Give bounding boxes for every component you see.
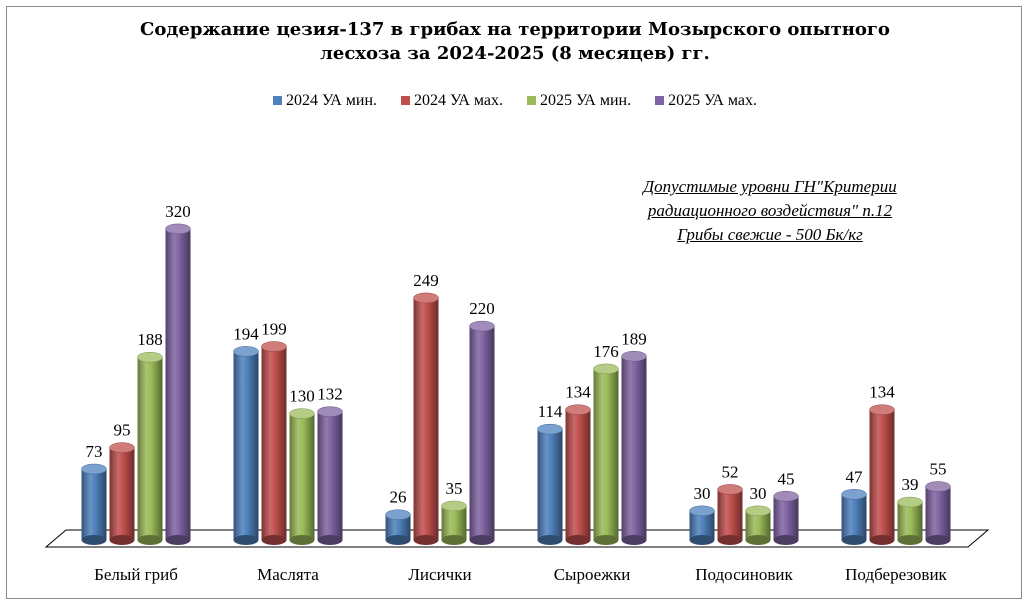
note-line-1: Допустимые уровни ГН"Критерии [643, 177, 897, 196]
data-label: 132 [317, 385, 343, 404]
category-label: Подосиновик [695, 565, 793, 584]
bar [261, 341, 287, 545]
data-label: 26 [390, 488, 407, 507]
legend-label-2: 2024 УА мах. [414, 92, 503, 109]
chart-title: Содержание цезия-137 в грибах на террито… [0, 18, 1030, 66]
category-label: Белый гриб [94, 565, 178, 584]
category-label: Маслята [257, 565, 319, 584]
bar [413, 292, 439, 545]
legend-item-4: 2025 УА мах. [655, 92, 757, 110]
bar [233, 346, 259, 545]
category-label: Сыроежки [554, 565, 631, 584]
data-label: 134 [869, 383, 895, 402]
data-label: 30 [694, 484, 711, 503]
legend-item-1: 2024 УА мин. [272, 92, 378, 110]
bar [621, 351, 647, 545]
bar [745, 505, 771, 545]
data-label: 95 [114, 421, 131, 440]
bar [897, 496, 923, 545]
bar [385, 509, 411, 545]
bar [537, 423, 563, 545]
chart-title-line-1: Содержание цезия-137 в грибах на террито… [140, 19, 890, 40]
legend-swatch-3 [527, 96, 536, 105]
bar-group-1: 73 95 188 320 [81, 202, 191, 545]
permissible-levels-note: Допустимые уровни ГН"Критерии радиационн… [560, 175, 980, 247]
chart-title-line-2: лесхоза за 2024-2025 (8 месяцев) гг. [320, 43, 710, 64]
data-label: 73 [86, 442, 103, 461]
bar [289, 408, 315, 545]
bar [565, 404, 591, 545]
data-label: 320 [165, 202, 191, 221]
data-label: 176 [593, 342, 619, 361]
legend-swatch-1 [272, 96, 282, 105]
category-label: Подберезовик [845, 565, 947, 584]
bar [469, 320, 495, 545]
legend-item-2: 2024 УА мах. [401, 92, 503, 110]
data-label: 114 [538, 402, 563, 421]
bar-group-3: 26 249 35 220 [385, 271, 495, 545]
bar [165, 223, 191, 545]
bar [137, 351, 163, 545]
data-label: 220 [469, 299, 495, 318]
bar [925, 481, 951, 545]
data-label: 194 [233, 324, 259, 343]
data-label: 188 [137, 330, 163, 349]
legend-label-1: 2024 УА мин. [285, 92, 378, 109]
bar-group-6: 47 134 39 55 [841, 383, 951, 545]
bar [593, 363, 619, 545]
chart-legend: 2024 УА мин. 2024 УА мах. 2025 УА мин. 2… [0, 92, 1030, 110]
bar [441, 500, 467, 545]
data-label: 199 [261, 320, 287, 339]
bar [317, 406, 343, 545]
note-line-2: радиационного воздействия" п.12 [647, 201, 893, 220]
bar [869, 404, 895, 545]
legend-label-3: 2025 УА мин. [540, 92, 632, 109]
data-label: 35 [446, 479, 463, 498]
category-label: Лисички [408, 565, 471, 584]
data-label: 39 [902, 475, 919, 494]
bar [81, 463, 107, 545]
data-label: 130 [289, 387, 315, 406]
data-label: 55 [930, 460, 947, 479]
bar-group-5: 30 52 30 45 [689, 462, 799, 545]
bar [717, 484, 743, 545]
bar [841, 489, 867, 545]
legend-swatch-2 [401, 96, 411, 105]
bar [773, 491, 799, 545]
bar-group-2: 194 199 130 132 [233, 320, 343, 545]
note-line-3: Грибы свежие - 500 Бк/кг [677, 225, 863, 244]
data-label: 52 [722, 462, 739, 481]
legend-swatch-4 [655, 96, 665, 105]
bar [109, 442, 135, 545]
data-label: 30 [750, 484, 767, 503]
legend-item-3: 2025 УА мин. [527, 92, 631, 110]
legend-label-4: 2025 УА мах. [668, 92, 758, 109]
data-label: 47 [846, 467, 864, 486]
data-label: 45 [778, 469, 795, 488]
data-label: 249 [413, 271, 439, 290]
data-label: 189 [621, 329, 647, 348]
data-label: 134 [565, 383, 591, 402]
bar [689, 505, 715, 545]
